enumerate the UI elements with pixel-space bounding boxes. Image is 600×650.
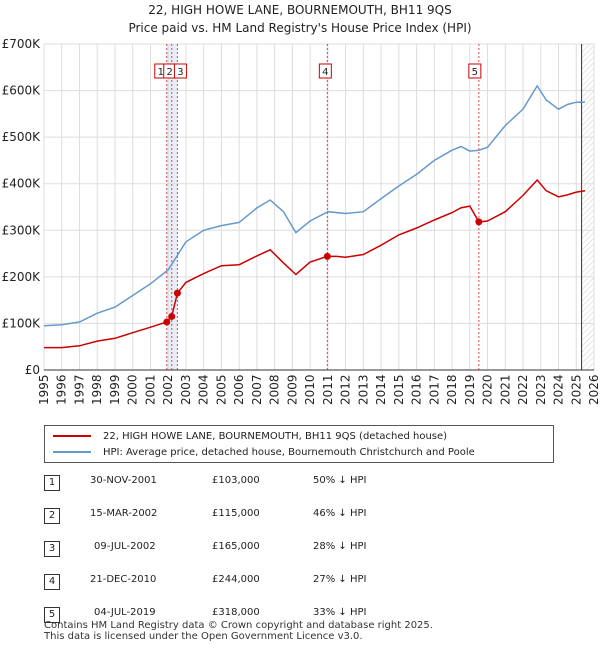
sale-label-box: [318, 63, 332, 79]
sale-delta: 28% ↓ HPI: [313, 541, 367, 552]
y-tick-label: £400K: [2, 177, 42, 191]
footer-licence: This data is licensed under the Open Gov…: [44, 631, 363, 642]
chart-legend: 22, HIGH HOWE LANE, BOURNEMOUTH, BH11 9Q…: [44, 425, 554, 463]
x-tick-label: 2002: [161, 374, 175, 405]
sale-point: [475, 218, 483, 226]
legend-item-hpi: HPI: Average price, detached house, Bour…: [53, 445, 475, 459]
sale-delta: 50% ↓ HPI: [313, 475, 367, 486]
sale-label-number: 3: [177, 67, 183, 78]
table-row: 3 09-JUL-2002 £165,000 28% ↓ HPI: [0, 539, 600, 557]
plot-area: £0 £100K £200K £300K £400K £500K £600K £700K 199…: [2, 37, 600, 405]
x-tick-label: 1999: [108, 374, 122, 405]
x-tick-label: 2004: [197, 374, 211, 405]
x-tick-label: 2024: [552, 374, 566, 405]
x-tick-label: 1995: [37, 374, 51, 405]
x-tick-label: 2012: [339, 374, 353, 405]
sale-delta: 46% ↓ HPI: [313, 508, 367, 519]
sale-date: 09-JUL-2002: [94, 541, 156, 552]
x-tick-label: 2001: [143, 374, 157, 405]
sale-price: £244,000: [212, 574, 260, 585]
x-tick-label: 2014: [374, 374, 388, 405]
hpi-line: [43, 84, 586, 327]
x-tick-label: 2023: [534, 374, 548, 405]
x-tick-label: 2017: [427, 374, 441, 405]
y-tick-label: £600K: [2, 84, 42, 98]
footer-attribution: Contains HM Land Registry data © Crown c…: [44, 620, 433, 642]
sale-price: £103,000: [212, 475, 260, 486]
x-tick-label: 2021: [498, 374, 512, 405]
chart-subtitle: Price paid vs. HM Land Registry's House …: [128, 21, 471, 35]
x-tick-label: 2022: [516, 374, 530, 405]
x-tick-label: 2000: [126, 374, 140, 405]
x-tick-label: 2018: [445, 374, 459, 405]
sale-date: 30-NOV-2001: [90, 475, 157, 486]
x-tick-label: 2026: [587, 374, 600, 405]
sale-delta: 27% ↓ HPI: [313, 574, 367, 585]
sale-date: 21-DEC-2010: [90, 574, 157, 585]
sale-label-number: 2: [167, 67, 173, 78]
sale-label-box: [173, 63, 187, 79]
footer-copyright: Contains HM Land Registry data © Crown c…: [44, 620, 433, 631]
x-tick-label: 1998: [90, 374, 104, 405]
x-tick-label: 1996: [55, 374, 69, 405]
x-tick-label: 2005: [214, 374, 228, 405]
sale-point: [168, 312, 176, 320]
sale-date: 04-JUL-2019: [94, 607, 156, 618]
x-tick-label: 2010: [303, 374, 317, 405]
sale-label-box: [468, 63, 482, 79]
x-tick-label: 2008: [268, 374, 282, 405]
sale-point: [163, 318, 171, 326]
legend-swatch-hpi: [53, 451, 91, 453]
x-tick-label: 2009: [285, 374, 299, 405]
sale-number: 1: [44, 475, 60, 491]
y-tick-label: £100K: [2, 316, 42, 330]
sale-price: £115,000: [212, 508, 260, 519]
y-tick-label: £500K: [2, 130, 42, 144]
sale-label-number: 5: [472, 67, 478, 78]
sale-price: £318,000: [212, 607, 260, 618]
x-tick-label: 2016: [410, 374, 424, 405]
sale-label-number: 1: [158, 67, 164, 78]
y-tick-label: £200K: [2, 270, 42, 284]
legend-label-hpi: HPI: Average price, detached house, Bour…: [103, 446, 475, 458]
table-row: 1 30-NOV-2001 £103,000 50% ↓ HPI: [0, 473, 600, 491]
sale-number: 4: [44, 574, 60, 590]
price-chart: 22, HIGH HOWE LANE, BOURNEMOUTH, BH11 9Q…: [2, 3, 600, 405]
property-line: [44, 178, 586, 349]
sale-point: [323, 252, 331, 260]
x-tick-label: 2006: [232, 374, 246, 405]
chart-title: 22, HIGH HOWE LANE, BOURNEMOUTH, BH11 9Q…: [148, 3, 451, 17]
sale-price: £165,000: [212, 541, 260, 552]
x-tick-label: 1997: [72, 374, 86, 405]
x-tick-label: 2025: [569, 374, 583, 405]
legend-swatch-property: [53, 435, 91, 437]
x-tick-label: 2019: [463, 374, 477, 405]
table-row: 4 21-DEC-2010 £244,000 27% ↓ HPI: [0, 572, 600, 590]
table-row: 2 15-MAR-2002 £115,000 46% ↓ HPI: [0, 506, 600, 524]
sale-number: 3: [44, 541, 60, 557]
x-tick-label: 2003: [179, 374, 193, 405]
sale-number: 2: [44, 508, 60, 524]
x-tick-label: 2013: [356, 374, 370, 405]
x-tick-label: 2020: [481, 374, 495, 405]
sale-label-number: 4: [322, 67, 328, 78]
legend-label-property: 22, HIGH HOWE LANE, BOURNEMOUTH, BH11 9Q…: [103, 430, 448, 442]
legend-item-property: 22, HIGH HOWE LANE, BOURNEMOUTH, BH11 9Q…: [53, 429, 447, 443]
sale-number: 5: [44, 607, 60, 623]
y-tick-label: £0: [25, 363, 40, 377]
y-tick-label: £300K: [2, 223, 42, 237]
sale-date: 15-MAR-2002: [90, 508, 158, 519]
projection-area: [581, 44, 594, 370]
sale-point: [173, 289, 181, 297]
table-row: 5 04-JUL-2019 £318,000 33% ↓ HPI: [0, 605, 600, 623]
x-tick-label: 2007: [250, 374, 264, 405]
x-tick-label: 2011: [321, 374, 335, 405]
sale-band: [166, 44, 178, 370]
x-tick-label: 2015: [392, 374, 406, 405]
sale-delta: 33% ↓ HPI: [313, 607, 367, 618]
y-tick-label: £700K: [2, 37, 42, 51]
